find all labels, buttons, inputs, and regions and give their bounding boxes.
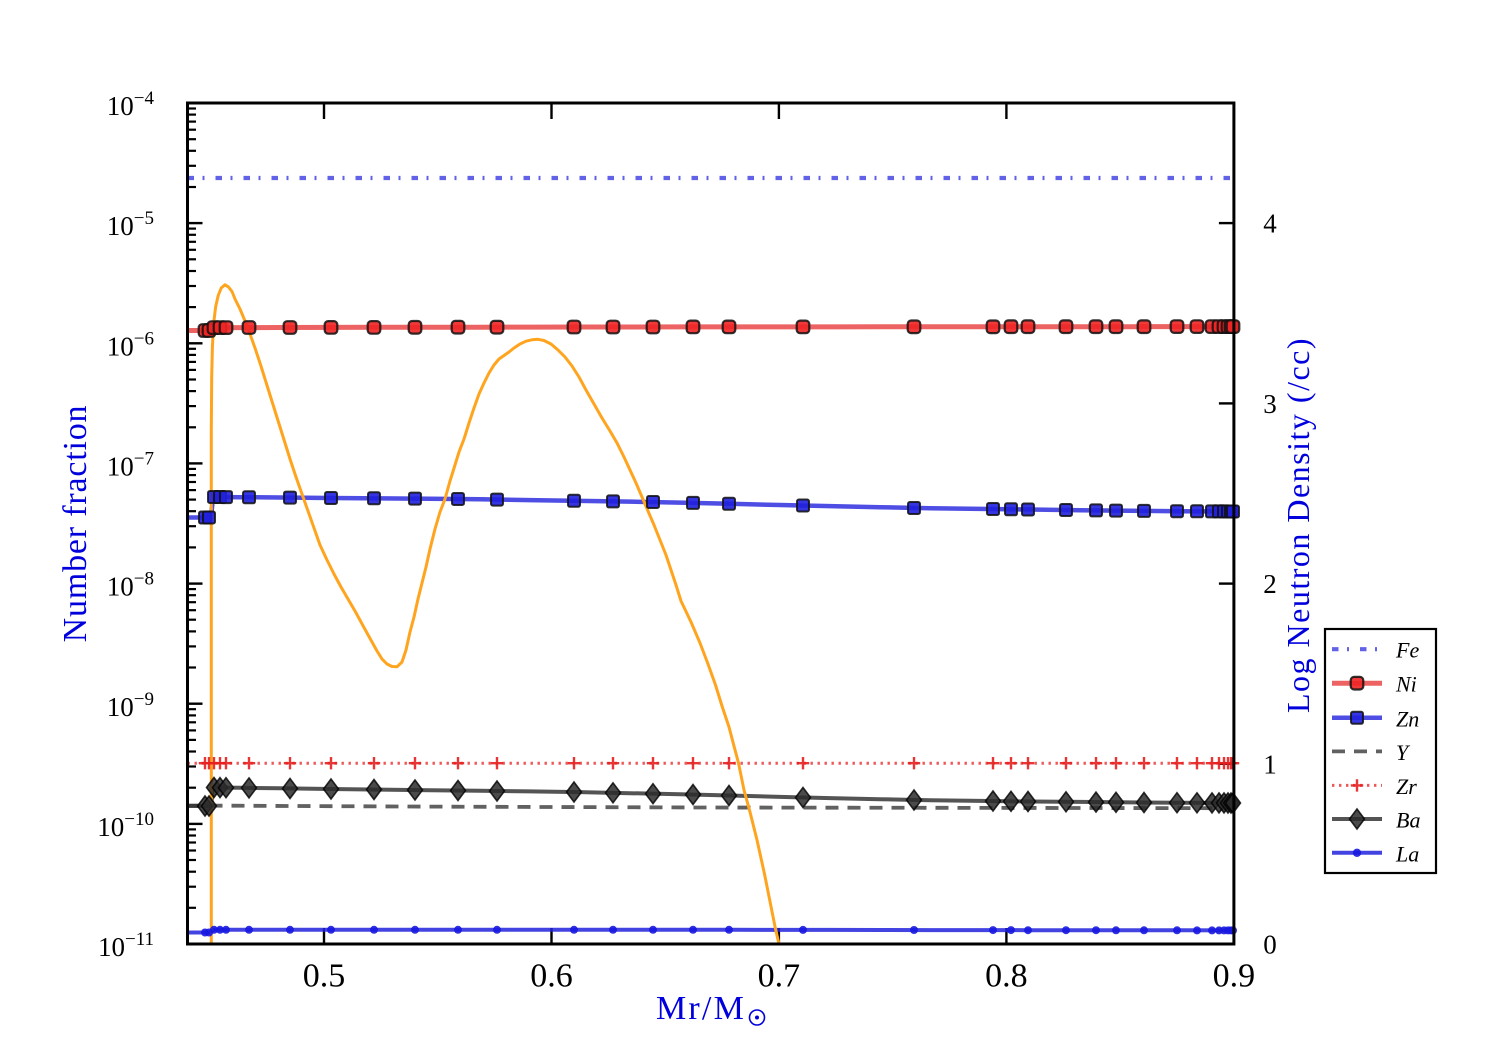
- svg-text:2: 2: [1263, 569, 1277, 599]
- svg-text:3: 3: [1263, 389, 1277, 419]
- svg-text:La: La: [1395, 841, 1419, 866]
- svg-text:Ba: Ba: [1396, 808, 1420, 833]
- svg-text:Ni: Ni: [1395, 672, 1417, 697]
- svg-text:0.9: 0.9: [1213, 958, 1256, 995]
- svg-text:0.7: 0.7: [758, 958, 801, 995]
- svg-text:Zn: Zn: [1396, 706, 1419, 731]
- svg-text:10−8: 10−8: [107, 569, 154, 602]
- svg-text:0.8: 0.8: [985, 958, 1028, 995]
- svg-text:Y: Y: [1396, 740, 1411, 765]
- svg-text:10−9: 10−9: [107, 689, 154, 722]
- svg-text:0: 0: [1263, 930, 1277, 960]
- svg-text:0.6: 0.6: [530, 958, 573, 995]
- svg-text:Number fraction: Number fraction: [57, 405, 94, 643]
- svg-text:Mr/M: Mr/M: [656, 990, 746, 1027]
- svg-text:4: 4: [1263, 209, 1277, 239]
- svg-text:0.5: 0.5: [303, 958, 346, 995]
- svg-text:Log Neutron Density (/cc): Log Neutron Density (/cc): [1280, 337, 1316, 713]
- svg-text:1: 1: [1263, 749, 1277, 779]
- svg-text:Zr: Zr: [1396, 774, 1417, 799]
- svg-text:Fe: Fe: [1395, 638, 1419, 663]
